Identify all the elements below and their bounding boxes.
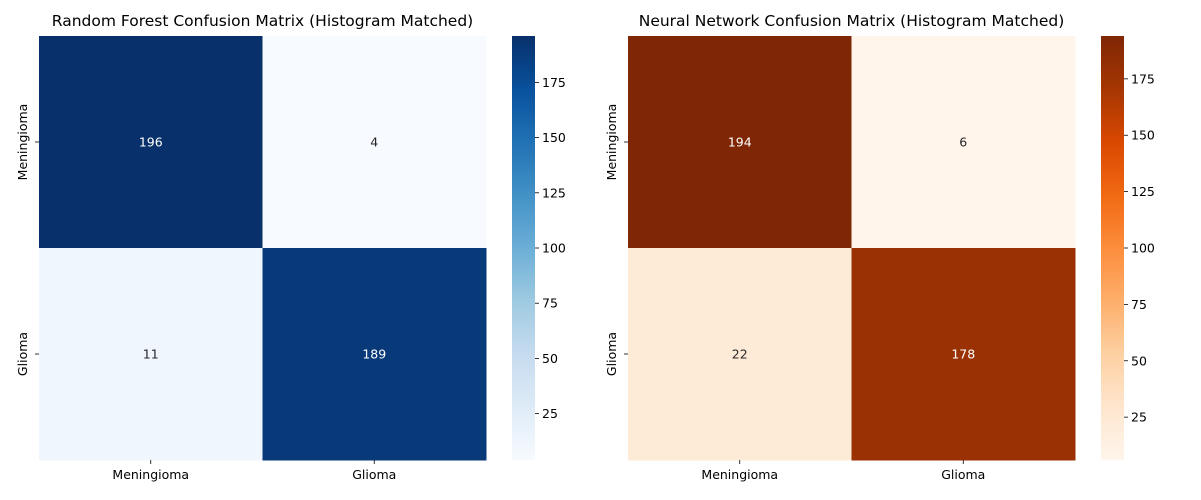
x-tick-label: Glioma [941,467,985,482]
x-tick-label: Glioma [352,467,396,482]
heatmap-cell [628,36,852,249]
y-tick-label: Meningioma [15,104,30,181]
cell-value-label: 22 [732,347,748,362]
heatmap-cell [39,248,263,461]
heatmap-panel-1: Random Forest Confusion Matrix (Histogra… [15,12,566,482]
colorbar-tick-label: 25 [1131,410,1147,425]
cell-value-label: 194 [728,135,752,150]
x-tick-label: Meningioma [112,467,189,482]
colorbar-tick-label: 25 [542,406,558,421]
cell-value-label: 11 [143,347,159,362]
y-tick-label: Meningioma [604,104,619,181]
colorbar-tick-label: 75 [1131,297,1147,312]
colorbar-tick-label: 175 [1131,71,1155,86]
x-tick-label: Meningioma [701,467,778,482]
colorbar [512,36,535,460]
cell-value-label: 189 [362,347,386,362]
cell-value-label: 196 [139,135,163,150]
chart-title: Random Forest Confusion Matrix (Histogra… [52,12,473,30]
colorbar-tick-label: 125 [1131,184,1155,199]
cell-value-label: 4 [370,135,378,150]
heatmap-cell [628,248,852,461]
colorbar-tick-label: 100 [1131,241,1155,256]
colorbar-tick-label: 50 [1131,353,1147,368]
heatmap-cell [851,248,1076,461]
colorbar-tick-label: 175 [542,75,566,90]
colorbar-tick-label: 50 [542,351,558,366]
colorbar-tick-label: 75 [542,296,558,311]
cell-value-label: 6 [959,135,967,150]
heatmap-cell [262,248,487,461]
colorbar-tick-label: 100 [542,241,566,256]
colorbar [1101,36,1124,460]
y-tick-label: Glioma [604,332,619,376]
colorbar-tick-label: 150 [542,130,566,145]
colorbar-tick-label: 125 [542,185,566,200]
cell-value-label: 178 [951,347,975,362]
y-tick-label: Glioma [15,332,30,376]
heatmap-cell [39,36,263,249]
heatmap-cell [851,36,1076,249]
heatmap-panel-2: Neural Network Confusion Matrix (Histogr… [604,12,1155,482]
heatmap-cell [262,36,487,249]
colorbar-tick-label: 150 [1131,128,1155,143]
chart-title: Neural Network Confusion Matrix (Histogr… [639,12,1065,30]
